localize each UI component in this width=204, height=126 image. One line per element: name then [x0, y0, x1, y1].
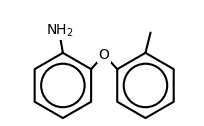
- Text: O: O: [99, 48, 110, 62]
- Text: NH$_2$: NH$_2$: [46, 23, 74, 39]
